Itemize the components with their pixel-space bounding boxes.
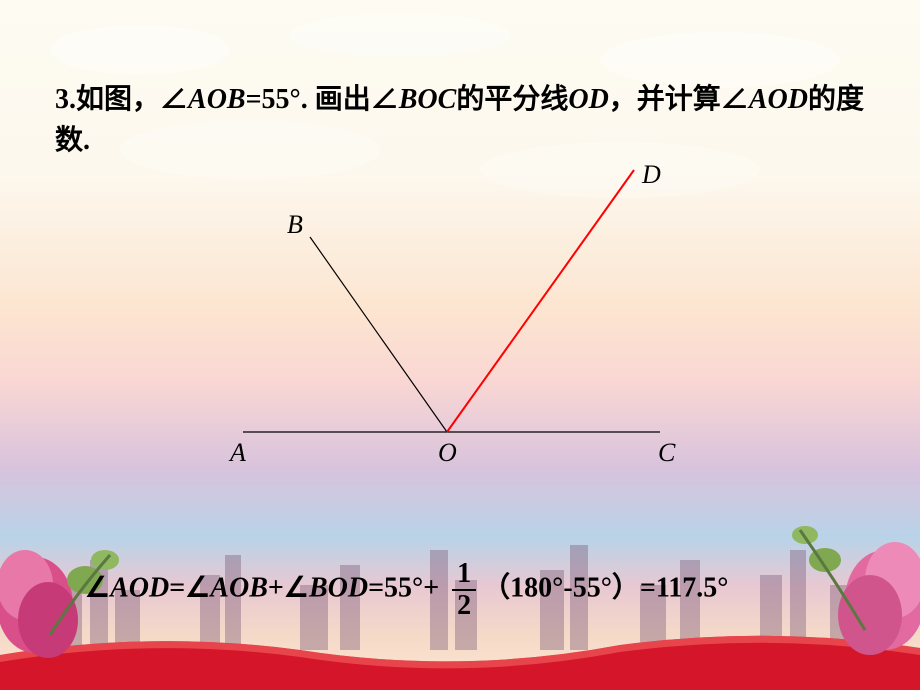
- a-p5: （180°-55°）=117.5°: [482, 572, 728, 603]
- line-OD-bisector: [447, 170, 634, 432]
- answer-text: ∠AOD=∠AOB+∠BOD=55°+ 1 2 （180°-55°）=117.5…: [85, 560, 835, 620]
- q-prefix: 3.如图，∠: [55, 84, 188, 115]
- ribbon-decor: [0, 630, 920, 690]
- q-mid: 的平分线: [456, 84, 568, 115]
- line-OB: [310, 237, 447, 432]
- label-D: D: [642, 160, 661, 190]
- angle-diagram: A O C B D: [190, 160, 710, 480]
- a-aod: AOD: [110, 572, 169, 603]
- q-aod: AOD: [749, 84, 808, 115]
- a-p2: =∠: [169, 572, 210, 603]
- label-C: C: [658, 438, 675, 468]
- q-boc: BOC: [399, 84, 457, 115]
- frac-num: 1: [452, 560, 476, 591]
- q-od: OD: [568, 84, 608, 115]
- a-p4: =55°+: [368, 572, 439, 603]
- question-text: 3.如图，∠AOB=55°. 画出∠BOC的平分线OD，并计算∠AOD的度数.: [55, 80, 865, 161]
- label-B: B: [287, 210, 303, 240]
- a-p3: +∠: [268, 572, 309, 603]
- a-aob: AOB: [210, 572, 268, 603]
- a-bod: BOD: [309, 572, 368, 603]
- q-suffix: ，并计算∠: [609, 84, 749, 115]
- q-eq: =55°. 画出∠: [246, 84, 399, 115]
- fraction-half: 1 2: [452, 560, 476, 620]
- a-p1: ∠: [85, 572, 110, 603]
- label-A: A: [230, 438, 246, 468]
- frac-den: 2: [452, 591, 476, 620]
- q-aob: AOB: [188, 84, 246, 115]
- label-O: O: [438, 438, 457, 468]
- diagram-svg: [190, 160, 710, 480]
